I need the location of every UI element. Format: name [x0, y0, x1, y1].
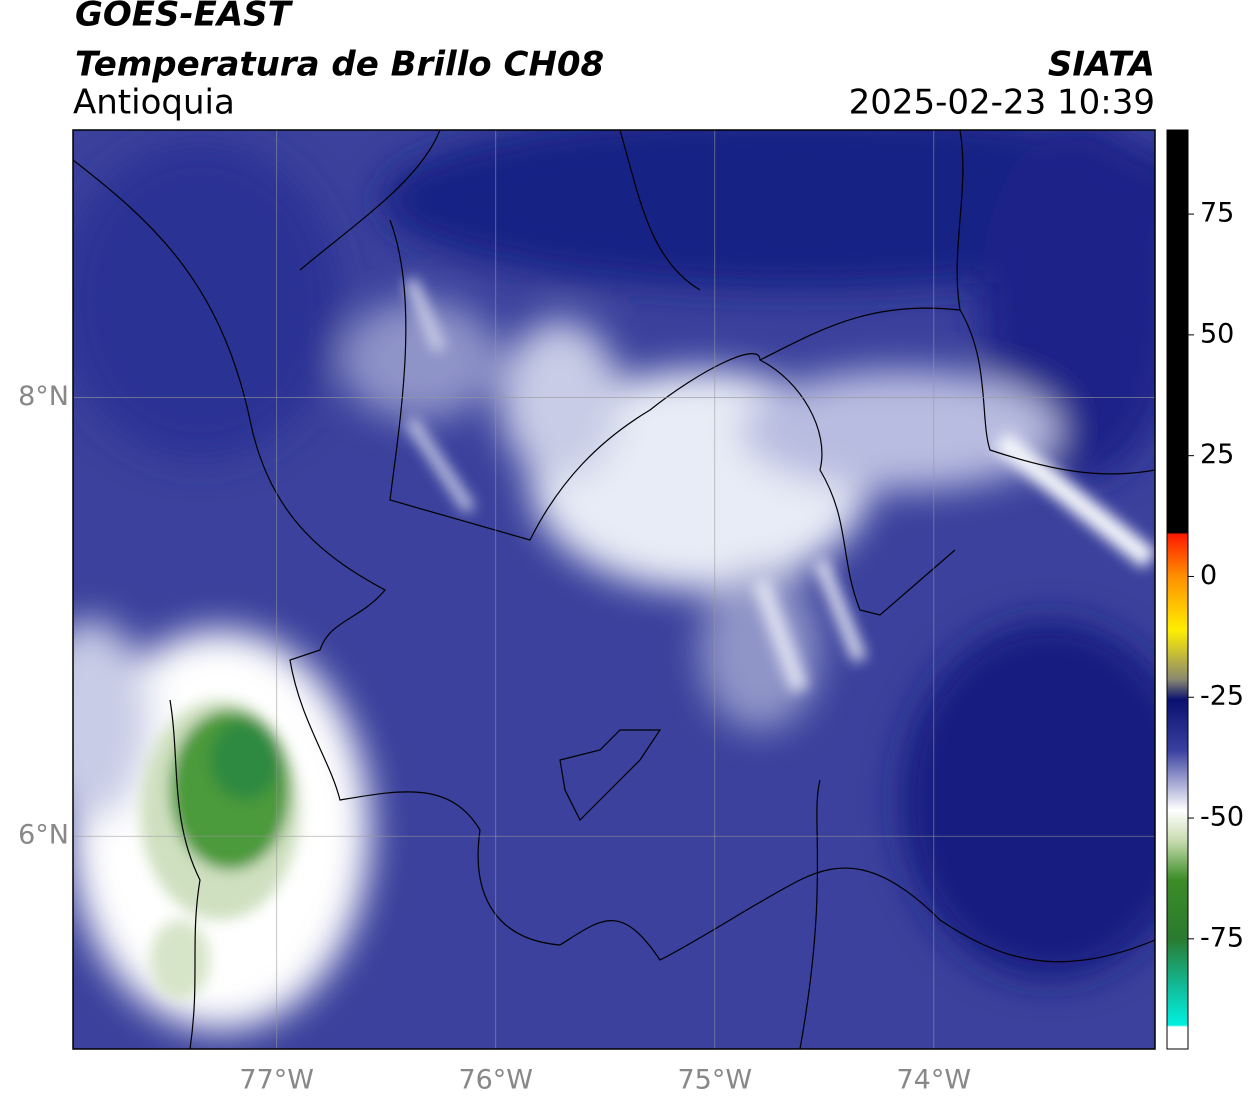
lon-tick-label: 75°W	[677, 1065, 752, 1096]
lat-tick-label: 6°N	[18, 820, 69, 851]
region: Antioquia	[73, 83, 235, 123]
map-frame	[72, 129, 1156, 1050]
lon-tick-label: 76°W	[458, 1065, 533, 1096]
agency: SIATA	[1048, 45, 1155, 85]
colorbar-tick-label: 75	[1200, 198, 1234, 229]
datetime: 2025-02-23 10:39	[849, 83, 1155, 123]
lon-tick-label: 77°W	[239, 1065, 314, 1096]
source: GOES-EAST	[75, 0, 294, 35]
title: Temperatura de Brillo CH08	[75, 45, 604, 85]
colorbar-tick-label: -25	[1200, 681, 1244, 712]
lon-tick-label: 74°W	[897, 1065, 972, 1096]
colorbar-tick-label: 25	[1200, 439, 1234, 470]
colorbar-tick-label: 50	[1200, 318, 1234, 349]
lat-tick-label: 8°N	[18, 381, 69, 412]
colorbar-tick-label: -50	[1200, 802, 1244, 833]
colorbar	[1166, 129, 1189, 1050]
satellite-image	[73, 130, 1155, 1049]
colorbar-tick-label: 0	[1200, 560, 1217, 591]
colorbar-tick-label: -75	[1200, 922, 1244, 953]
